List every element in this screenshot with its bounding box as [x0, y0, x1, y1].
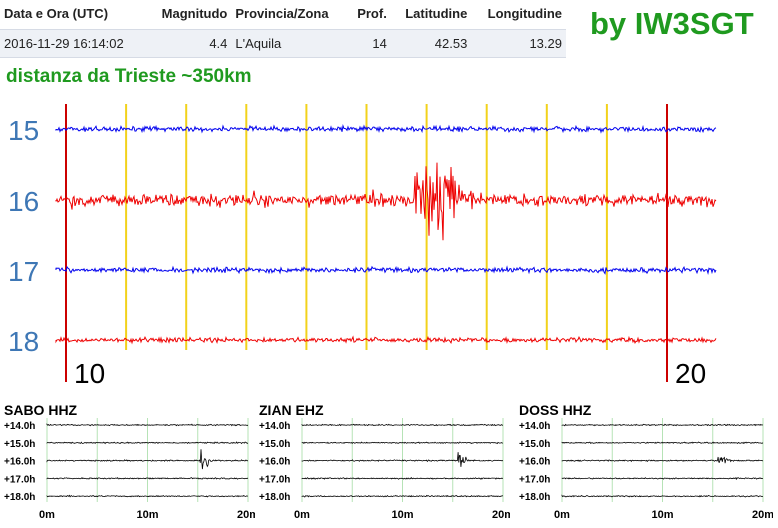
- x-tick-label: 20m: [752, 509, 773, 521]
- mini-title: DOSS HHZ: [519, 402, 592, 418]
- mini-title: SABO HHZ: [4, 402, 78, 418]
- header-datetime: Data e Ora (UTC): [4, 6, 109, 21]
- helicorder-trace: [301, 476, 503, 480]
- row-label: +14.0h: [519, 421, 550, 432]
- row-label: +15.0h: [4, 439, 35, 450]
- cell-depth: 14: [347, 29, 391, 58]
- helicorder-trace: [46, 476, 249, 480]
- mini-helicorder-sabo: 0m 10m 20m +14.0h +15.0h +16.0h +17.0h +18.0h: [4, 418, 255, 521]
- row-label: +16.0h: [519, 457, 550, 468]
- helicorder-trace: [561, 423, 763, 427]
- cell-latitude: 42.53: [390, 29, 472, 58]
- trace-label: 16: [8, 186, 39, 217]
- helicorder-trace: [301, 452, 504, 467]
- x-tick-label: 0m: [554, 509, 570, 521]
- trace-label: 15: [8, 115, 39, 146]
- x-tick-label: 10m: [136, 509, 158, 521]
- header-depth: Prof.: [357, 6, 387, 21]
- x-label: 10: [74, 358, 105, 389]
- event-table-header: Data e Ora (UTC) Magnitudo Provincia/Zon…: [0, 0, 566, 30]
- trace-line: [55, 335, 717, 345]
- x-tick-label: 20m: [237, 509, 255, 521]
- trace-line: [55, 124, 717, 134]
- helicorder-trace: [301, 441, 503, 445]
- helicorder-trace: [301, 423, 504, 427]
- mini-helicorder-doss: 0m 10m 20m +14.0h +15.0h +16.0h +17.0h +18.0h: [519, 418, 773, 521]
- x-tick-label: 10m: [391, 509, 413, 521]
- helicorder-trace: [46, 494, 249, 498]
- helicorder-trace: [46, 449, 249, 470]
- row-label: +18.0h: [4, 492, 35, 503]
- row-label: +15.0h: [259, 439, 290, 450]
- trace-label: 17: [8, 256, 39, 287]
- mini-chart-zian: ZIAN EHZ 0m 10m 20m +14.0h +15.0h +16.0h +17.0…: [255, 402, 510, 528]
- trace-line: [55, 162, 717, 241]
- x-tick-label: 20m: [492, 509, 510, 521]
- row-label: +17.0h: [519, 474, 550, 485]
- helicorder-trace: [301, 494, 503, 498]
- cell-longitude: 13.29: [471, 29, 566, 58]
- x-tick-label: 10m: [651, 509, 673, 521]
- header-longitude: Longitudine: [487, 6, 562, 21]
- row-label: +14.0h: [259, 421, 290, 432]
- cell-zone: L'Aquila: [231, 29, 348, 58]
- trace-label: 18: [8, 326, 39, 357]
- mini-title: ZIAN EHZ: [259, 402, 324, 418]
- row-label: +16.0h: [259, 457, 290, 468]
- mini-chart-doss: DOSS HHZ 0m 10m 20m +14.0h +15.0h +16.0h +17.0…: [515, 402, 773, 528]
- trace-line: [55, 265, 717, 275]
- distance-note: distanza da Trieste ~350km: [6, 66, 252, 87]
- table-row: 2016-11-29 16:14:02 4.4 L'Aquila 14 42.5…: [0, 29, 566, 58]
- x-label: 20: [675, 358, 706, 389]
- x-tick-label: 0m: [294, 509, 310, 521]
- row-label: +16.0h: [4, 457, 35, 468]
- cell-magnitude: 4.4: [146, 29, 232, 58]
- row-label: +18.0h: [519, 492, 550, 503]
- helicorder-trace: [46, 441, 249, 445]
- header-latitude: Latitudine: [405, 6, 468, 21]
- helicorder-trace: [561, 456, 764, 464]
- x-tick-label: 0m: [39, 509, 55, 521]
- row-label: +18.0h: [259, 492, 290, 503]
- header-zone: Provincia/Zona: [235, 6, 329, 21]
- row-label: +17.0h: [259, 474, 290, 485]
- row-label: +14.0h: [4, 421, 35, 432]
- row-label: +15.0h: [519, 439, 550, 450]
- row-label: +17.0h: [4, 474, 35, 485]
- main-seismogram: 10 20 15 16 17 18: [8, 104, 717, 389]
- helicorder-trace: [561, 441, 764, 445]
- mini-chart-sabo: SABO HHZ 0m 10m 20m +14.0h +15.0h +16.0h +17.0…: [0, 402, 255, 528]
- helicorder-trace: [561, 494, 764, 498]
- helicorder-trace: [561, 477, 763, 481]
- event-table: Data e Ora (UTC) Magnitudo Provincia/Zon…: [0, 0, 566, 58]
- cell-datetime: 2016-11-29 16:14:02: [0, 29, 147, 58]
- mini-helicorder-zian: 0m 10m 20m +14.0h +15.0h +16.0h +17.0h +18.0h: [259, 418, 510, 521]
- author-credit: by IW3SGT: [590, 6, 754, 41]
- header-magnitude: Magnitudo: [161, 6, 228, 21]
- helicorder-trace: [46, 423, 249, 427]
